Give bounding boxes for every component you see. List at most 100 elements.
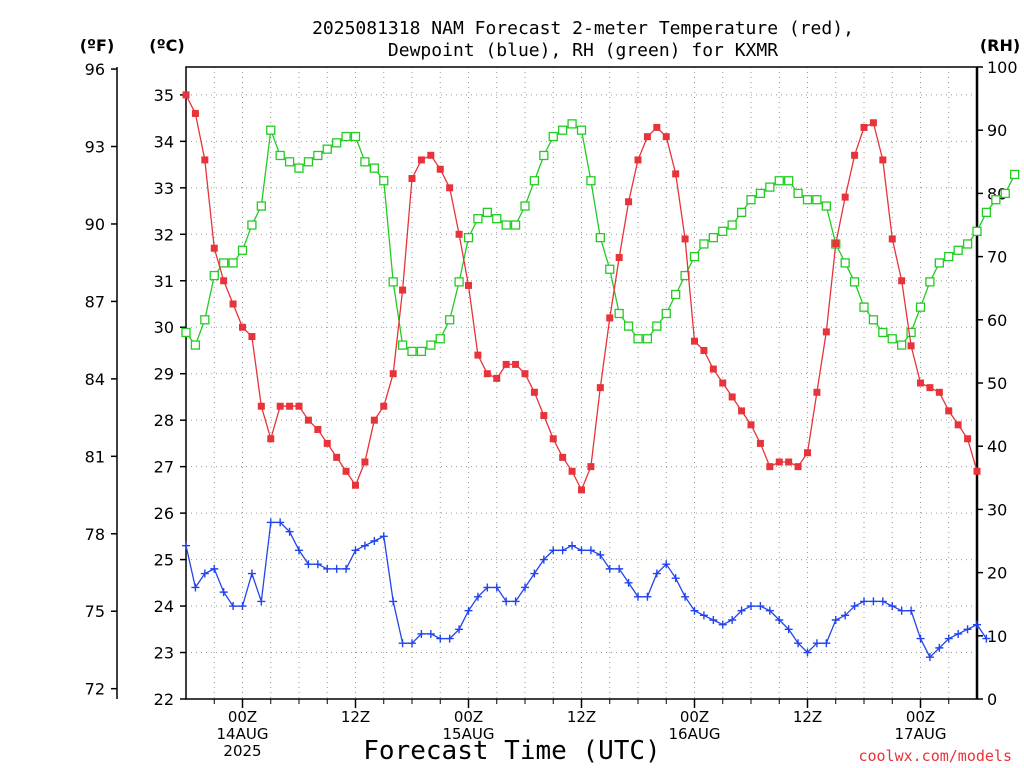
celsius-tick-label: 28 <box>154 411 174 430</box>
temperature-series-point <box>634 156 642 164</box>
dewpoint-series-point <box>973 620 981 629</box>
dewpoint-series-point <box>775 616 784 624</box>
dewpoint-series-point <box>643 592 652 601</box>
rh-series-point <box>284 157 295 167</box>
dewpoint-series-point <box>869 597 878 606</box>
rh-series-point <box>689 251 700 262</box>
rh-series-point <box>671 289 681 300</box>
dewpoint-series-point <box>558 546 567 555</box>
temperature-series-point <box>578 486 585 494</box>
temperature-series-point <box>587 463 595 471</box>
temperature-series-point <box>417 156 425 164</box>
temperature-series-point <box>917 379 924 387</box>
dewpoint-series-point <box>916 634 925 643</box>
dewpoint-series-point <box>878 597 887 606</box>
rh-series-point <box>407 346 417 357</box>
fahrenheit-tick-label: 90 <box>85 215 105 234</box>
temperature-series-point <box>502 360 510 368</box>
chart-title-line2: Dewpoint (blue), RH (green) for KXMR <box>388 40 778 61</box>
temperature-series-point <box>606 314 614 322</box>
temperature-series-point <box>832 240 840 248</box>
rh-tick-label: 40 <box>987 437 1007 456</box>
fahrenheit-tick-label: 96 <box>85 60 105 79</box>
rh-series-point <box>322 144 332 154</box>
temperature-series-point <box>615 254 623 262</box>
temperature-series-point <box>794 463 802 471</box>
rh-series-point <box>718 226 728 236</box>
dewpoint-series-point <box>850 602 859 611</box>
temperature-series-point <box>540 412 548 420</box>
celsius-unit-label: (ºC) <box>149 36 184 55</box>
rh-series-point <box>473 214 483 224</box>
dewpoint-series-point <box>662 560 671 569</box>
rh-series-point <box>539 150 549 161</box>
fahrenheit-tick-label: 78 <box>85 525 105 544</box>
rh-tick-label: 70 <box>987 248 1007 267</box>
temperature-series-point <box>446 184 454 192</box>
rh-series-point <box>369 163 379 173</box>
rh-series-point <box>548 131 558 142</box>
temperature-series-point <box>333 453 341 461</box>
rh-series-point <box>454 277 464 287</box>
dewpoint-series-point <box>502 597 511 606</box>
rh-series-point <box>614 308 624 319</box>
temperature-series-point <box>804 449 811 457</box>
rh-tick-label: 100 <box>987 58 1018 77</box>
rh-series-point <box>802 195 813 205</box>
rh-series-point <box>642 334 653 344</box>
rh-series-point <box>266 125 276 135</box>
rh-tick-label: 10 <box>987 627 1007 646</box>
temperature-series-point <box>201 156 209 164</box>
temperature-series-point <box>709 365 717 373</box>
rh-series-point <box>360 157 370 167</box>
celsius-tick-label: 25 <box>154 551 174 570</box>
rh-series-point <box>247 220 257 230</box>
dewpoint-series-line <box>185 521 987 659</box>
rh-series-point <box>181 327 191 338</box>
dewpoint-series-point <box>464 606 473 615</box>
rh-series-point <box>605 264 615 274</box>
temperature-series-point <box>248 333 256 341</box>
rh-series-point <box>435 334 445 344</box>
temperature-series-point <box>700 346 708 354</box>
dewpoint-series-point <box>492 583 501 592</box>
rh-series-point <box>915 302 926 312</box>
dewpoint-series-point <box>907 606 916 615</box>
celsius-tick-label: 32 <box>154 225 174 244</box>
dewpoint-series-point <box>473 592 482 601</box>
temperature-series-point <box>766 463 774 471</box>
rh-series-point <box>623 321 634 331</box>
temperature-series-point <box>672 170 680 178</box>
temperature-series-point <box>907 342 915 350</box>
rh-series-point <box>341 131 351 142</box>
rh-series-point <box>209 270 219 281</box>
rh-series-point <box>190 340 201 350</box>
rh-tick-label: 0 <box>987 690 997 709</box>
dewpoint-series-point <box>596 550 605 559</box>
rh-series-point <box>793 188 803 199</box>
temperature-series-point <box>596 384 604 392</box>
rh-series-point <box>586 176 596 186</box>
temperature-series-point <box>276 402 284 410</box>
temperature-series-point <box>295 402 303 410</box>
dewpoint-series-point <box>841 611 850 620</box>
temperature-series-point <box>775 458 783 466</box>
rh-series-point <box>275 150 285 161</box>
dewpoint-series-point <box>794 639 803 648</box>
dewpoint-series-point <box>238 602 247 611</box>
dewpoint-series-point <box>295 546 303 555</box>
dewpoint-series-point <box>304 560 313 569</box>
rh-series-point <box>350 131 361 142</box>
dewpoint-series-point <box>822 639 831 648</box>
temperature-series-point <box>314 425 322 433</box>
rh-series-point <box>906 327 916 338</box>
rh-series-point <box>576 125 587 135</box>
dewpoint-series-point <box>860 597 868 606</box>
temperature-series-point <box>352 481 359 489</box>
chart-title-line1: 2025081318 NAM Forecast 2-meter Temperat… <box>312 18 854 39</box>
dewpoint-series-point <box>219 588 228 597</box>
dewpoint-series-point <box>954 629 963 638</box>
rh-series-point <box>313 150 323 161</box>
temperature-series-point <box>220 277 228 285</box>
dewpoint-series-point <box>210 564 219 573</box>
